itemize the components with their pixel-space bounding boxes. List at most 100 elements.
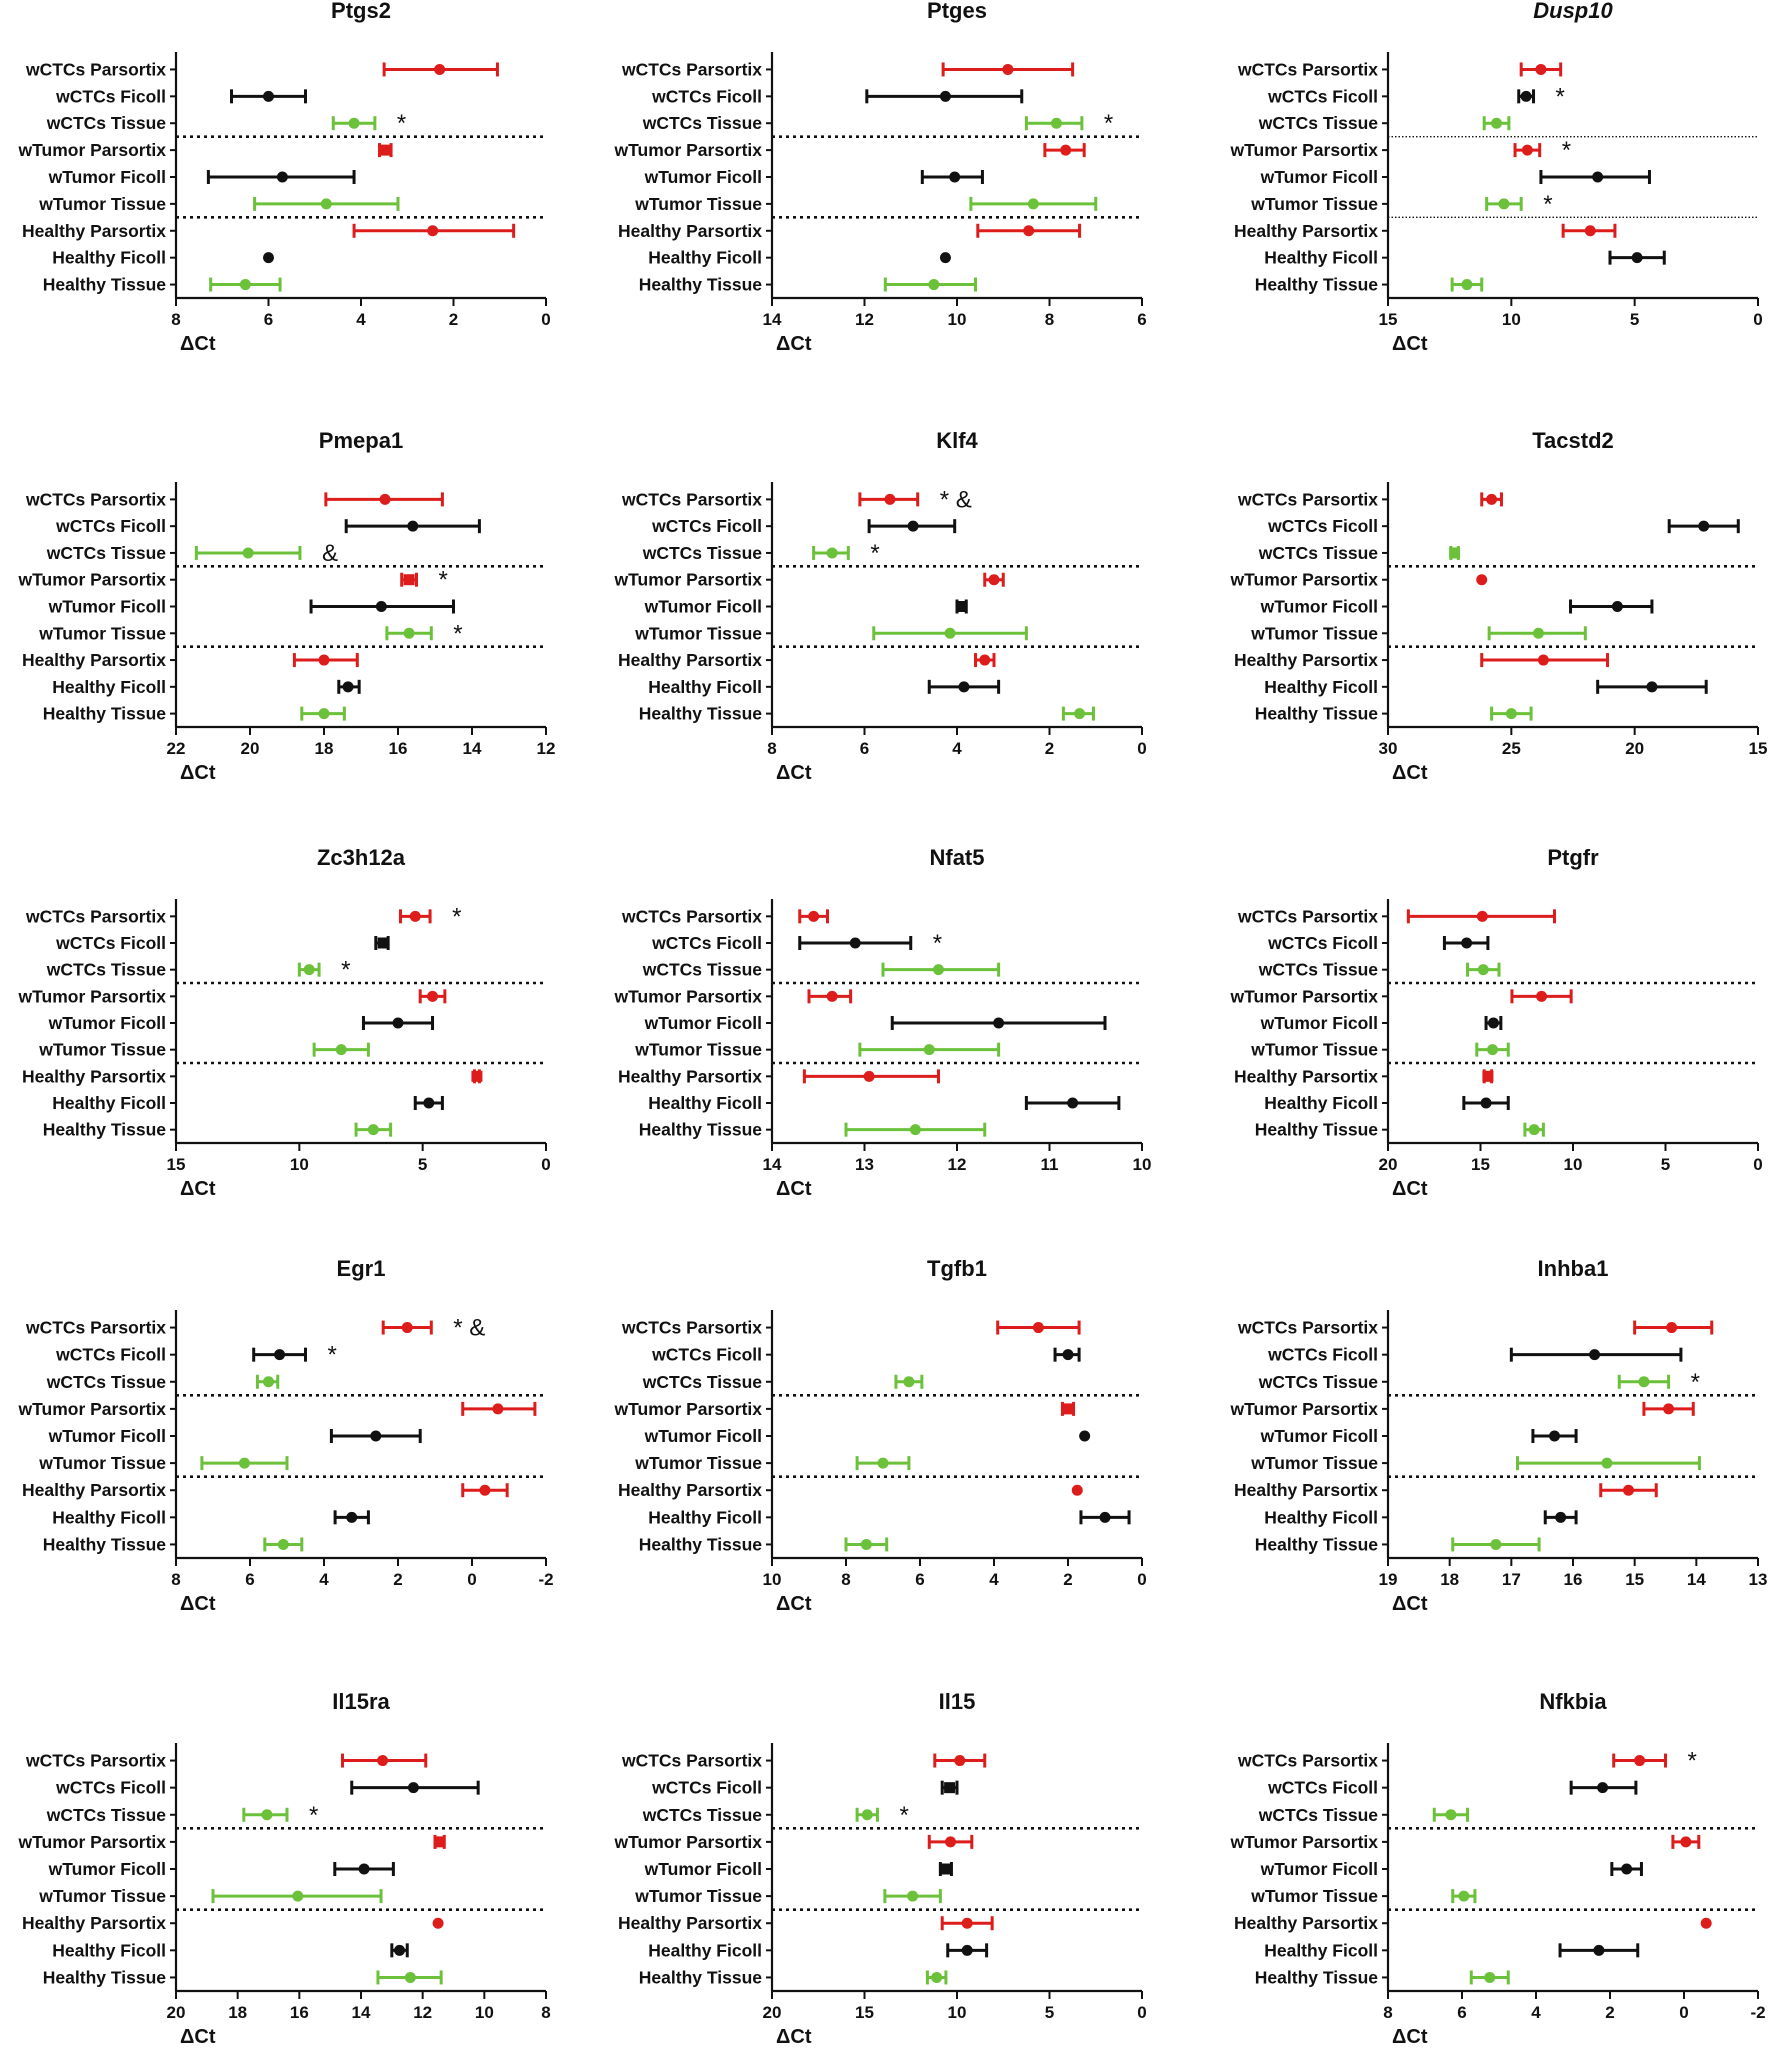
mean-marker bbox=[1023, 225, 1035, 237]
row-label: Healthy Tissue bbox=[639, 704, 762, 724]
mean-marker bbox=[954, 1755, 966, 1767]
row-label: wTumor Tissue bbox=[1250, 194, 1378, 214]
mean-marker bbox=[861, 1809, 873, 1821]
data-point-tissue bbox=[894, 1374, 924, 1389]
x-tick-label: 4 bbox=[356, 310, 366, 329]
row-label: wCTCs Tissue bbox=[1258, 1372, 1379, 1392]
mean-marker bbox=[1680, 1836, 1692, 1848]
data-point-parsortix bbox=[1071, 1484, 1083, 1496]
significance-marker: * & bbox=[453, 1315, 485, 1342]
row-label: Healthy Tissue bbox=[1255, 1120, 1378, 1140]
mean-marker bbox=[274, 1349, 286, 1361]
x-tick-label: 11 bbox=[1041, 1155, 1059, 1174]
data-point-ficoll bbox=[1610, 1862, 1643, 1876]
mean-marker bbox=[1597, 1782, 1609, 1794]
row-label: Healthy Tissue bbox=[43, 275, 166, 295]
row-label: Healthy Tissue bbox=[43, 704, 166, 724]
data-point-parsortix bbox=[1519, 62, 1563, 77]
data-point-tissue bbox=[300, 706, 346, 721]
panel-il15ra: Il15ra 20 18 16 14 12 10 8 ΔCt wCTCs Parsortix wCT… bbox=[18, 1689, 551, 2048]
mean-marker bbox=[961, 1944, 973, 1956]
row-label: wTumor Parsortix bbox=[614, 140, 763, 160]
data-point-parsortix bbox=[324, 492, 444, 507]
x-tick-label: 2 bbox=[1605, 2003, 1614, 2022]
row-label: Healthy Tissue bbox=[43, 1534, 166, 1554]
data-point-ficoll bbox=[413, 1096, 444, 1110]
x-tick-label: 5 bbox=[418, 1155, 427, 1174]
row-label: wCTCs Ficoll bbox=[651, 1345, 762, 1365]
mean-marker bbox=[907, 520, 919, 532]
data-point-tissue bbox=[1451, 1537, 1541, 1552]
x-tick-label: 25 bbox=[1502, 739, 1521, 758]
row-label: Healthy Ficoll bbox=[52, 1093, 166, 1113]
row-label: wTumor Tissue bbox=[1250, 1040, 1378, 1060]
mean-marker bbox=[1621, 1863, 1633, 1875]
panel-title: Egr1 bbox=[337, 1256, 386, 1281]
data-point-ficoll bbox=[333, 1862, 395, 1876]
x-tick-label: 2 bbox=[1063, 1570, 1072, 1589]
x-tick-label: 22 bbox=[167, 739, 186, 758]
data-point-parsortix bbox=[341, 1753, 428, 1768]
row-label: Healthy Ficoll bbox=[1264, 1093, 1378, 1113]
row-label: Healthy Ficoll bbox=[1264, 1940, 1378, 1960]
panel-ptgs2: Ptgs2 8 6 4 2 0 ΔCt wCTCs Parsortix wCTCs Ficoll… bbox=[18, 0, 551, 355]
data-point-ficoll bbox=[1024, 1096, 1121, 1110]
data-point-ficoll bbox=[230, 89, 307, 104]
x-tick-label: 6 bbox=[1137, 310, 1146, 329]
mean-marker bbox=[944, 627, 956, 639]
data-point-parsortix bbox=[933, 1753, 987, 1768]
mean-marker bbox=[423, 1097, 435, 1109]
data-point-parsortix bbox=[1642, 1401, 1695, 1416]
data-point-tissue bbox=[255, 1374, 280, 1389]
data-point-parsortix bbox=[1612, 1753, 1667, 1768]
data-point-ficoll bbox=[1569, 599, 1654, 614]
x-tick-label: 20 bbox=[763, 2003, 782, 2022]
x-axis-label: ΔCt bbox=[776, 1593, 812, 1615]
mean-marker bbox=[1611, 601, 1623, 612]
panel-nfkbia: Nfkbia 8 6 4 2 0 -2 ΔCt wCTCs Parsortix * wCTCs Fi… bbox=[1230, 1689, 1766, 2048]
x-tick-label: 10 bbox=[1564, 1155, 1583, 1174]
mean-marker bbox=[1498, 198, 1510, 210]
x-tick-label: 14 bbox=[352, 2003, 371, 2022]
data-point-tissue bbox=[883, 277, 977, 292]
row-label: wTumor Parsortix bbox=[614, 1399, 763, 1419]
mean-marker bbox=[407, 1782, 419, 1794]
mean-marker bbox=[1458, 1890, 1470, 1902]
x-tick-label: 5 bbox=[1630, 310, 1639, 329]
x-tick-label: 18 bbox=[1440, 1570, 1459, 1589]
mean-marker bbox=[1461, 279, 1473, 291]
mean-marker bbox=[884, 493, 896, 505]
x-tick-label: 4 bbox=[1531, 2003, 1541, 2022]
data-point-tissue bbox=[1475, 1042, 1510, 1057]
row-label: wCTCs Parsortix bbox=[25, 1751, 166, 1771]
data-point-ficoll bbox=[1462, 1096, 1510, 1110]
data-point-tissue bbox=[1617, 1374, 1671, 1389]
x-tick-label: 2 bbox=[449, 310, 458, 329]
x-tick-label: 13 bbox=[1749, 1570, 1768, 1589]
mean-marker bbox=[909, 1124, 921, 1136]
row-label: wTumor Ficoll bbox=[48, 1426, 166, 1446]
mean-marker bbox=[903, 1376, 915, 1388]
data-point-tissue bbox=[883, 1889, 942, 1904]
row-label: Healthy Tissue bbox=[1255, 1534, 1378, 1554]
row-label: Healthy Tissue bbox=[639, 275, 762, 295]
x-axis-label: ΔCt bbox=[1392, 2026, 1428, 2048]
row-label: Healthy Ficoll bbox=[648, 248, 762, 268]
mean-marker bbox=[1520, 90, 1532, 102]
row-label: wCTCs Tissue bbox=[642, 960, 763, 980]
x-tick-label: 15 bbox=[1625, 1570, 1644, 1589]
mean-marker bbox=[961, 1917, 973, 1929]
mean-marker bbox=[238, 1457, 250, 1469]
data-point-parsortix bbox=[807, 989, 853, 1004]
row-label: wCTCs Ficoll bbox=[55, 516, 166, 536]
data-point-parsortix bbox=[1561, 223, 1617, 238]
data-point-ficoll bbox=[1539, 170, 1651, 184]
data-point-ficoll bbox=[946, 1943, 989, 1958]
row-label: wTumor Ficoll bbox=[1260, 167, 1378, 187]
row-label: wCTCs Tissue bbox=[642, 543, 763, 563]
x-tick-label: 4 bbox=[989, 1570, 999, 1589]
mean-marker bbox=[1623, 1484, 1634, 1496]
mean-marker bbox=[401, 1322, 413, 1334]
row-label: wCTCs Ficoll bbox=[55, 933, 166, 953]
x-tick-label: 20 bbox=[167, 2003, 186, 2022]
